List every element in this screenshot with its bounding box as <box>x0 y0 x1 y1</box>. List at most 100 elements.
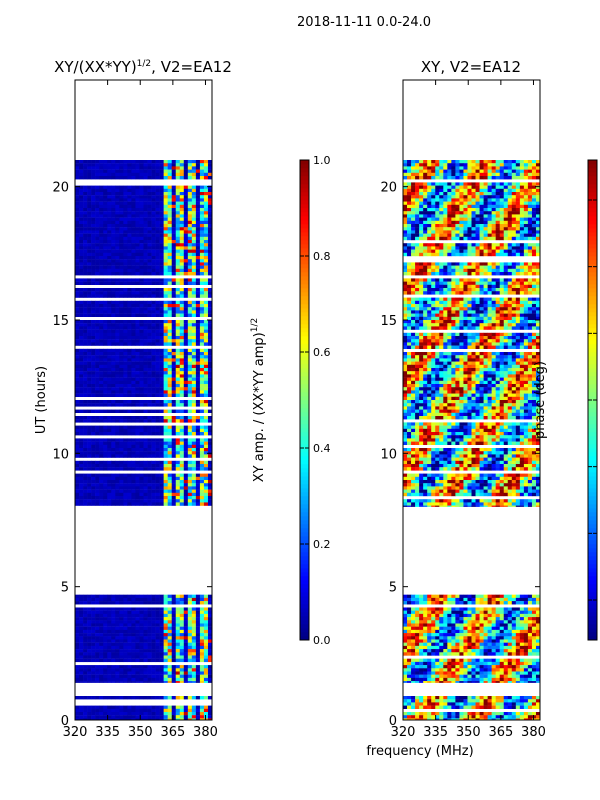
heatmap-cell <box>123 645 128 650</box>
heatmap-cell <box>91 339 96 343</box>
heatmap-cell <box>79 658 84 663</box>
heatmap-cell <box>83 715 88 719</box>
heatmap-cell <box>191 665 197 669</box>
heatmap-cell <box>115 681 120 683</box>
heatmap-cell <box>535 594 541 599</box>
heatmap-cell <box>179 233 185 237</box>
heatmap-cell <box>147 220 152 225</box>
heatmap-cell <box>83 217 88 221</box>
heatmap-cell <box>111 492 116 497</box>
heatmap-cell <box>183 259 189 263</box>
heatmap-cell <box>91 313 96 317</box>
heatmap-cell <box>115 715 120 719</box>
heatmap-cell <box>191 502 197 506</box>
heatmap-cell <box>87 451 92 455</box>
heatmap-cell <box>431 718 436 721</box>
heatmap-cell <box>207 355 213 359</box>
heatmap-cell <box>87 486 92 490</box>
heatmap-cell <box>155 597 160 602</box>
heatmap-cell <box>111 224 116 228</box>
heatmap-cell <box>107 658 112 663</box>
heatmap-cell <box>147 419 152 423</box>
heatmap-cell <box>135 712 140 716</box>
heatmap-cell <box>199 198 205 202</box>
heatmap-cell <box>207 489 213 493</box>
heatmap-cell <box>111 300 116 305</box>
heatmap-cell <box>407 607 412 611</box>
heatmap-cell <box>135 259 140 263</box>
heatmap-cell <box>195 639 201 643</box>
heatmap-cell <box>195 256 201 260</box>
heatmap-cell <box>191 393 197 397</box>
heatmap-cell <box>103 236 108 241</box>
heatmap-cell <box>75 342 80 346</box>
heatmap-cell <box>179 499 185 503</box>
heatmap-cell <box>179 416 185 420</box>
heatmap-cell <box>79 291 84 295</box>
heatmap-cell <box>183 668 189 672</box>
heatmap-cell <box>179 607 185 611</box>
heatmap-cell <box>171 332 177 337</box>
heatmap-cell <box>459 705 464 709</box>
heatmap-cell <box>139 281 144 285</box>
heatmap-cell <box>139 438 144 442</box>
colorbar-segment <box>300 296 309 301</box>
heatmap-cell <box>111 454 116 458</box>
heatmap-cell <box>199 364 205 369</box>
amplitude-title-exponent: 1/2 <box>137 59 151 69</box>
heatmap-cell <box>95 227 100 231</box>
heatmap-cell <box>139 473 144 477</box>
heatmap-cell <box>151 473 156 477</box>
heatmap-cell <box>159 361 164 365</box>
heatmap-cell <box>171 336 177 340</box>
heatmap-cell <box>103 336 108 340</box>
heatmap-cell <box>207 220 213 225</box>
heatmap-cell <box>115 451 120 455</box>
heatmap-cell <box>87 358 92 362</box>
heatmap-cell <box>195 304 201 308</box>
heatmap-cell <box>99 323 104 327</box>
heatmap-cell <box>155 428 160 433</box>
heatmap-cell <box>475 699 480 703</box>
heatmap-cell <box>183 214 189 218</box>
heatmap-cell <box>155 256 160 260</box>
heatmap-cell <box>415 623 420 627</box>
colorbar-segment <box>300 512 309 517</box>
heatmap-cell <box>427 620 432 624</box>
heatmap-cell <box>87 633 92 637</box>
heatmap-cell <box>155 502 160 506</box>
heatmap-cell <box>191 326 197 330</box>
heatmap-cell <box>79 185 84 189</box>
heatmap-cell <box>123 665 128 669</box>
heatmap-cell <box>147 464 152 468</box>
heatmap-cell <box>139 377 144 381</box>
heatmap-cell <box>147 304 152 308</box>
heatmap-cell <box>95 166 100 170</box>
heatmap-cell <box>123 668 128 672</box>
heatmap-cell <box>139 480 144 484</box>
heatmap-cell <box>207 492 213 497</box>
heatmap-cell <box>163 639 168 643</box>
heatmap-cell <box>75 336 80 340</box>
heatmap-cell <box>111 613 116 618</box>
heatmap-cell <box>535 715 541 719</box>
colorbar-segment <box>300 580 309 585</box>
heatmap-cell <box>151 230 156 234</box>
heatmap-cell <box>143 476 148 481</box>
heatmap-cell <box>199 348 205 353</box>
heatmap-cell <box>127 377 132 381</box>
heatmap-cell <box>87 677 92 682</box>
heatmap-cell <box>171 342 177 346</box>
heatmap-cell <box>123 160 128 164</box>
heatmap-cell <box>519 702 525 706</box>
heatmap-cell <box>91 281 96 285</box>
heatmap-cell <box>151 454 156 458</box>
heatmap-cell <box>203 696 209 700</box>
heatmap-cell <box>91 201 96 205</box>
heatmap-cell <box>151 377 156 381</box>
heatmap-cell <box>135 256 140 260</box>
heatmap-cell <box>139 230 144 234</box>
heatmap-cell <box>143 188 148 193</box>
heatmap-cell <box>175 243 181 247</box>
heatmap-cell <box>411 718 416 721</box>
